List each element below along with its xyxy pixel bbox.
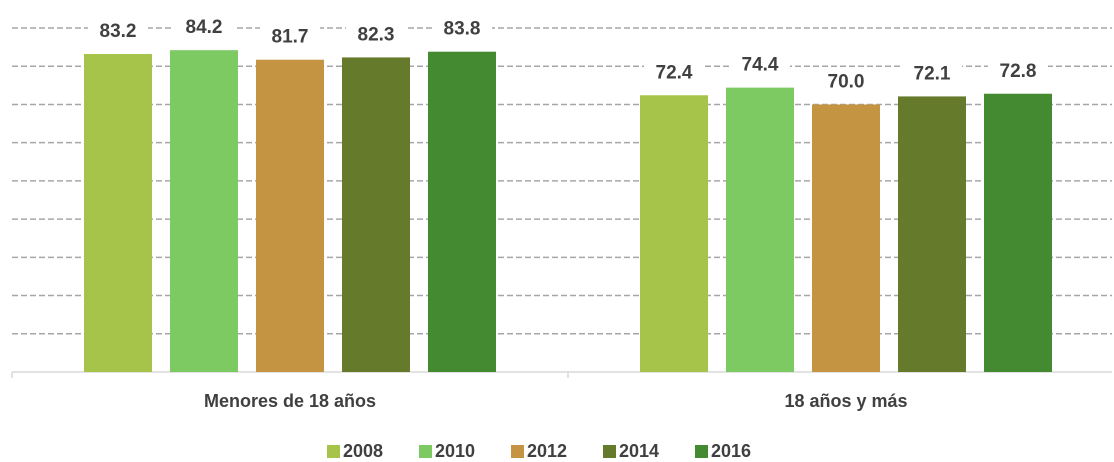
legend-swatch	[419, 445, 432, 458]
legend-label: 2014	[619, 441, 659, 461]
legend-label: 2010	[435, 441, 475, 461]
legend-swatch	[327, 445, 340, 458]
legend-swatch	[603, 445, 616, 458]
data-label: 74.4	[742, 55, 779, 76]
x-tick-label: Menores de 18 años	[204, 391, 376, 411]
bar	[812, 104, 880, 372]
legend-swatch	[511, 445, 524, 458]
data-label: 82.3	[358, 24, 395, 45]
bar	[84, 53, 152, 372]
data-label: 70.0	[828, 71, 865, 92]
bar	[170, 50, 238, 373]
legend-label: 2012	[527, 441, 567, 461]
legend-label: 2008	[343, 441, 383, 461]
bar	[640, 95, 708, 372]
label-background	[988, 59, 1048, 84]
bar	[256, 59, 324, 372]
data-label: 84.2	[186, 17, 223, 38]
label-background	[432, 17, 492, 42]
label-background	[88, 19, 148, 44]
legend-label: 2016	[711, 441, 751, 461]
label-background	[644, 61, 704, 86]
bar	[984, 93, 1052, 373]
data-label: 81.7	[272, 27, 309, 48]
data-label: 72.1	[914, 63, 951, 84]
bar	[898, 96, 966, 372]
label-background	[730, 53, 790, 78]
data-label: 72.4	[656, 62, 693, 83]
label-background	[346, 23, 406, 48]
legend-swatch	[695, 445, 708, 458]
bar	[726, 87, 794, 373]
label-background	[902, 62, 962, 87]
bar	[428, 51, 496, 372]
label-background	[816, 70, 876, 95]
data-label: 83.2	[100, 21, 137, 42]
data-label: 72.8	[1000, 61, 1037, 82]
x-tick-label: 18 años y más	[784, 391, 907, 411]
data-label: 83.8	[444, 19, 481, 40]
label-background	[260, 25, 320, 50]
label-background	[174, 16, 234, 41]
bar	[342, 57, 410, 372]
